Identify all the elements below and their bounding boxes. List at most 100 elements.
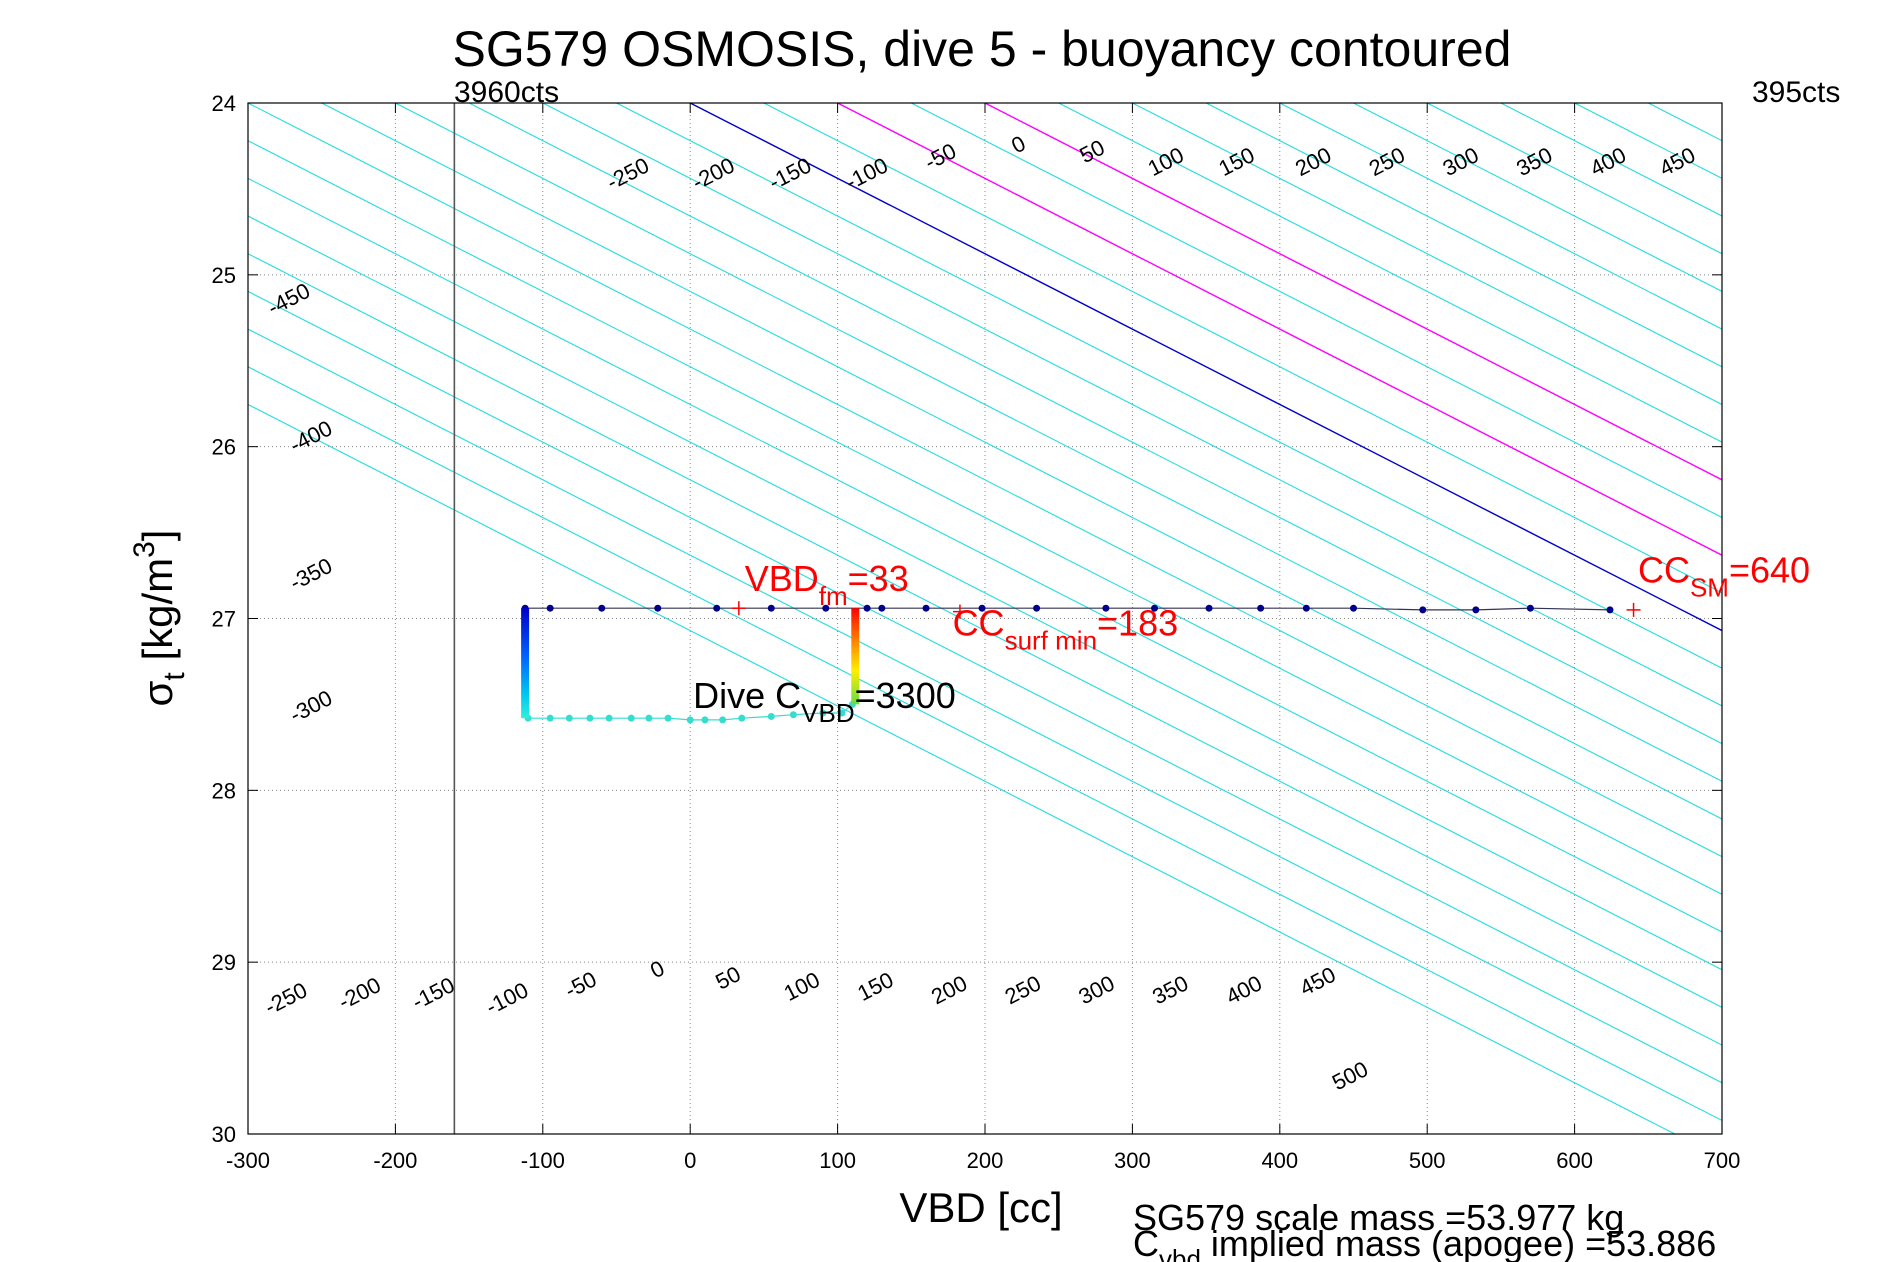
contour-label: -200 bbox=[334, 972, 385, 1014]
series-point bbox=[713, 604, 721, 612]
contour-line bbox=[1869, 103, 1891, 1134]
series-point bbox=[627, 714, 635, 722]
contour-line bbox=[468, 103, 1722, 745]
contour-label: -50 bbox=[561, 966, 601, 1003]
series-point bbox=[546, 714, 554, 722]
contour-line bbox=[248, 290, 1722, 1046]
contour-label: 350 bbox=[1512, 142, 1556, 181]
chart-title: SG579 OSMOSIS, dive 5 - buoyancy contour… bbox=[453, 21, 1512, 77]
y-tick-label: 28 bbox=[212, 778, 236, 803]
contour-line bbox=[1574, 103, 1722, 179]
contour-line bbox=[248, 253, 1722, 1009]
series-point bbox=[1419, 606, 1427, 614]
x-tick-label: -100 bbox=[521, 1148, 565, 1173]
contour-line bbox=[1058, 103, 1722, 443]
contour-label: 300 bbox=[1075, 970, 1119, 1009]
contour-line bbox=[248, 103, 1722, 858]
contour-label: 200 bbox=[927, 970, 971, 1009]
annotation: VBDfm=33 bbox=[745, 558, 909, 611]
contour-line bbox=[248, 366, 1722, 1122]
reference-markers bbox=[731, 601, 1641, 619]
series-point bbox=[1151, 604, 1159, 612]
descent-column bbox=[521, 608, 530, 719]
series-point bbox=[686, 716, 694, 724]
contour-label: 250 bbox=[1365, 142, 1409, 181]
series-point bbox=[863, 604, 871, 612]
contour-label: 150 bbox=[853, 967, 897, 1006]
riser-column bbox=[851, 608, 860, 705]
series-point bbox=[1033, 604, 1041, 612]
contour-label: -450 bbox=[264, 278, 315, 320]
contour-line bbox=[1353, 103, 1722, 293]
series-point bbox=[605, 714, 613, 722]
contour-label: -100 bbox=[482, 977, 533, 1019]
contour-line bbox=[248, 177, 1722, 933]
y-tick-label: 26 bbox=[212, 435, 236, 460]
series-point bbox=[654, 604, 662, 612]
axis-ticks: -300 -200 -100 0 100 200 300 400 500 600 700242526… bbox=[212, 91, 1741, 1173]
series-point bbox=[738, 714, 746, 722]
x-tick-label: 400 bbox=[1261, 1148, 1298, 1173]
data-series bbox=[521, 604, 1614, 724]
series-point bbox=[701, 716, 709, 724]
series-point bbox=[1526, 604, 1534, 612]
contour-label: 450 bbox=[1296, 962, 1340, 1001]
y-tick-label: 29 bbox=[212, 950, 236, 975]
series-point bbox=[1472, 606, 1480, 614]
footer-implied-mass: Cvbd implied mass (apogee) =53.886 bbox=[1133, 1223, 1716, 1262]
contour-label: 100 bbox=[780, 967, 824, 1006]
contour-line bbox=[1205, 103, 1722, 368]
series-point bbox=[719, 716, 727, 724]
series-point bbox=[1205, 604, 1213, 612]
corner-label-left: 3960cts bbox=[454, 76, 559, 109]
y-axis-label: σt [kg/m3] bbox=[128, 530, 191, 707]
highlight-contour-line bbox=[689, 103, 1722, 632]
contour-line bbox=[248, 403, 1676, 1134]
contour-line bbox=[616, 103, 1722, 669]
contour-label: 400 bbox=[1586, 142, 1630, 181]
footer-scale-mass: SG579 scale mass =53.977 kg bbox=[1133, 1197, 1624, 1238]
series-point bbox=[878, 604, 886, 612]
buoyancy-contours bbox=[248, 103, 1891, 1134]
contour-line bbox=[1796, 103, 1891, 1134]
series-point bbox=[838, 709, 846, 717]
series-point bbox=[645, 714, 653, 722]
contour-line bbox=[542, 103, 1722, 707]
contour-line bbox=[321, 103, 1722, 820]
series-point bbox=[789, 711, 797, 719]
y-tick-label: 25 bbox=[212, 263, 236, 288]
contour-label: -250 bbox=[261, 977, 312, 1019]
contour-label: -50 bbox=[920, 138, 960, 175]
contour-label: -300 bbox=[286, 685, 337, 727]
contour-label: -150 bbox=[408, 972, 459, 1014]
contour-label: 0 bbox=[646, 955, 668, 983]
series-point bbox=[822, 604, 830, 612]
highlight-contour-line bbox=[837, 103, 1722, 556]
series-point bbox=[1102, 604, 1110, 612]
series-point bbox=[1606, 606, 1614, 614]
series-point bbox=[664, 714, 672, 722]
contour-label: 200 bbox=[1291, 142, 1335, 181]
annotations: VBDfm=33 CCsurf min=183 CCSM=640 Dive CVBD=… bbox=[693, 549, 1810, 727]
contour-label: -200 bbox=[688, 152, 739, 194]
y-tick-label: 27 bbox=[212, 607, 236, 632]
contour-label: 350 bbox=[1148, 970, 1192, 1009]
series-point bbox=[586, 714, 594, 722]
x-axis-label: VBD [cc] bbox=[899, 1184, 1062, 1231]
y-tick-label: 30 bbox=[212, 1122, 236, 1147]
x-tick-label: 300 bbox=[1114, 1148, 1151, 1173]
x-tick-label: 700 bbox=[1704, 1148, 1741, 1173]
x-tick-label: 200 bbox=[967, 1148, 1004, 1173]
x-tick-label: -300 bbox=[226, 1148, 270, 1173]
series-point bbox=[546, 604, 554, 612]
contour-label: -100 bbox=[841, 152, 892, 194]
contour-label: -150 bbox=[765, 152, 816, 194]
contour-line bbox=[248, 140, 1722, 895]
contour-label: 50 bbox=[711, 961, 744, 994]
contour-label: -400 bbox=[286, 415, 337, 457]
corner-label-right: 395cts bbox=[1752, 76, 1840, 109]
contour-line bbox=[1279, 103, 1722, 330]
contour-line bbox=[248, 328, 1722, 1084]
x-tick-label: 100 bbox=[819, 1148, 856, 1173]
